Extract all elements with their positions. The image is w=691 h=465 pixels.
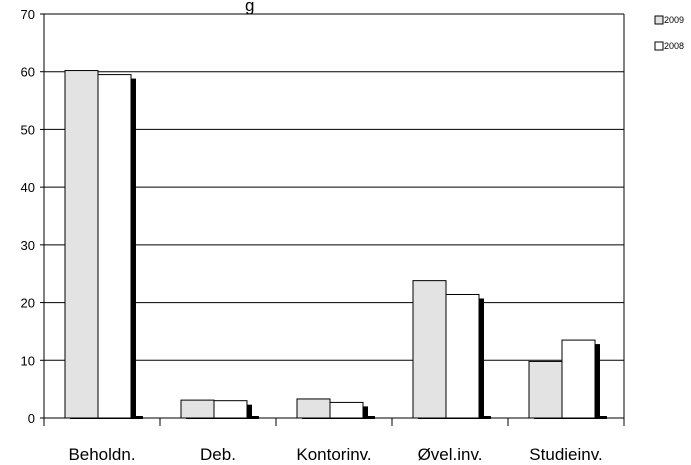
legend-swatch	[654, 41, 664, 51]
x-category-label: Deb.	[200, 445, 236, 464]
legend-swatch	[654, 15, 664, 25]
x-category-label: Beholdn.	[68, 445, 135, 464]
bar-2009-0	[64, 70, 99, 419]
bar-shadow	[363, 406, 368, 418]
x-category-label: Studieinv.	[529, 445, 602, 464]
y-tick-label: 70	[21, 7, 35, 22]
legend: 2009 2008	[654, 15, 684, 51]
bar-2008-4	[561, 339, 596, 419]
bar-2008-1	[213, 400, 248, 419]
gridlines	[44, 13, 624, 361]
y-tick-label: 40	[21, 180, 35, 195]
y-tick-label: 30	[21, 238, 35, 253]
bar-shadow	[247, 404, 252, 418]
x-category-label: Kontorinv.	[296, 445, 371, 464]
bars	[64, 70, 607, 419]
y-tick-label: 20	[21, 296, 35, 311]
bar-2009-2	[296, 398, 331, 419]
bar-2009-1	[180, 399, 215, 419]
chart-title-fragment: g	[245, 0, 254, 15]
y-axis-ticks: 0 10 20 30 40 50 60 70	[21, 7, 44, 426]
bar-shadow	[131, 78, 136, 418]
bar-2009-3	[412, 280, 447, 419]
bar-2008-0	[97, 74, 132, 419]
legend-label: 2009	[664, 15, 684, 25]
legend-label: 2008	[664, 41, 684, 51]
x-category-label: Øvel.inv.	[418, 445, 483, 464]
y-tick-label: 60	[21, 65, 35, 80]
bar-2008-3	[445, 293, 480, 419]
axes	[43, 14, 625, 426]
bar-2009-4	[528, 360, 563, 419]
bar-shadow	[479, 298, 484, 418]
y-tick-label: 50	[21, 122, 35, 137]
x-axis-categories: Beholdn. Deb. Kontorinv. Øvel.inv. Studieinv…	[68, 418, 625, 464]
y-tick-label: 10	[21, 353, 35, 368]
y-tick-label: 0	[28, 411, 35, 426]
bar-shadow	[595, 344, 600, 418]
bar-2008-2	[329, 401, 364, 419]
